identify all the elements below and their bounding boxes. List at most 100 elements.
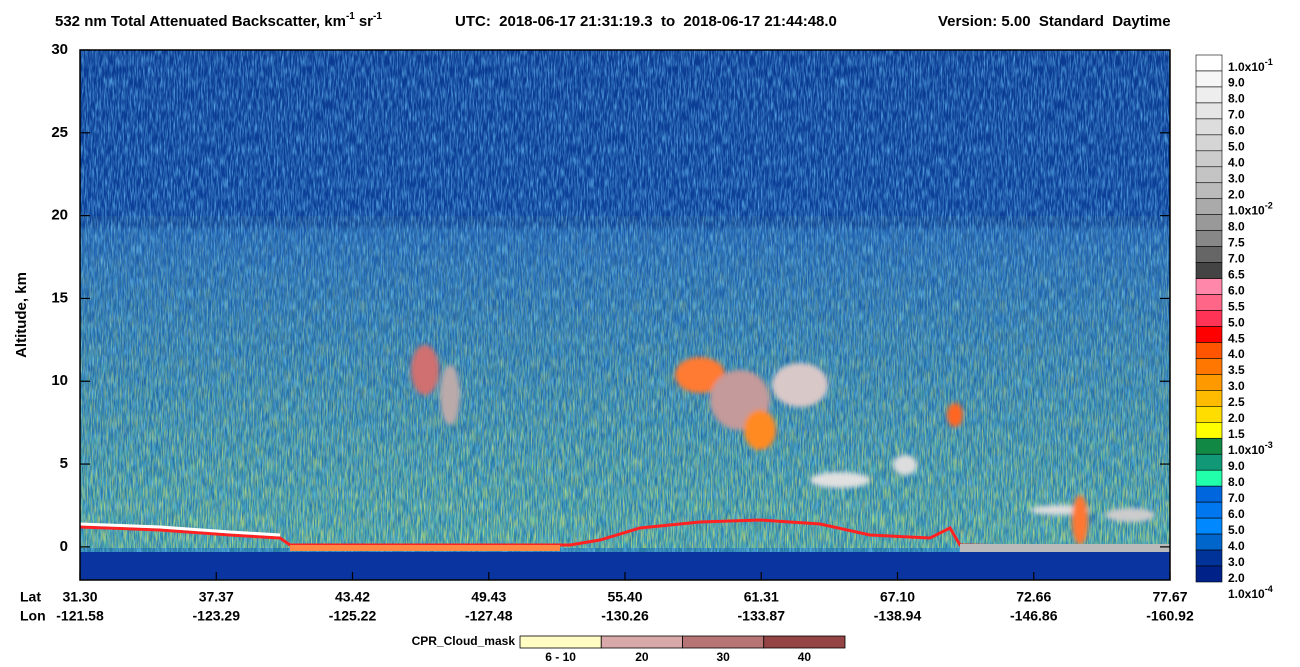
colorbar-swatch — [1195, 182, 1223, 200]
colorbar-label-base: 2.0 — [1228, 411, 1245, 425]
colorbar-label: 1.5 — [1228, 427, 1245, 441]
y-tick-label: 25 — [51, 124, 68, 141]
y-tick-label: 0 — [60, 538, 68, 555]
colorbar-label-base: 6.0 — [1228, 507, 1245, 521]
cloud-mask-label: 6 - 10 — [545, 650, 576, 664]
colorbar-label-base: 6.5 — [1228, 268, 1245, 282]
colorbar-label-base: 5.0 — [1228, 315, 1245, 329]
colorbar-swatch — [1195, 358, 1223, 375]
x-tick-lat: 55.40 — [607, 589, 642, 605]
colorbar-swatch — [1195, 437, 1223, 455]
colorbar-swatch — [1195, 262, 1223, 279]
colorbar-label: 9.0 — [1228, 76, 1245, 90]
colorbar-label: 8.0 — [1228, 92, 1245, 106]
colorbar-swatch — [1195, 86, 1223, 104]
chart-title: 532 nm Total Attenuated Backscatter, km-… — [55, 11, 382, 30]
colorbar-label: 6.0 — [1228, 124, 1245, 138]
x-row-label: Lat — [20, 589, 41, 605]
colorbar-label: 4.0 — [1228, 539, 1245, 553]
colorbar-label-base: 7.5 — [1228, 236, 1245, 250]
colorbar-label: 7.0 — [1228, 491, 1245, 505]
colorbar-swatch — [1195, 485, 1223, 503]
x-tick-lon: -123.29 — [193, 608, 241, 624]
colorbar-swatch — [1195, 406, 1223, 423]
colorbar-swatch — [1195, 230, 1223, 247]
x-tick-lat: 31.30 — [62, 589, 97, 605]
x-tick-lon: -133.87 — [738, 608, 786, 624]
colorbar-label-base: 1.5 — [1228, 427, 1245, 441]
y-tick-label: 20 — [51, 207, 68, 224]
colorbar-label-exp: -2 — [1265, 201, 1273, 211]
colorbar-swatch — [1195, 422, 1223, 439]
x-tick-lon: -127.48 — [465, 608, 513, 624]
colorbar-label-base: 1.0x10 — [1228, 443, 1265, 457]
cloud-mask-swatch — [600, 635, 683, 649]
colorbar-swatch — [1195, 533, 1223, 551]
colorbar-swatch — [1195, 102, 1223, 120]
x-tick-lon: -146.86 — [1010, 608, 1058, 624]
y-tick-label: 15 — [51, 289, 68, 306]
colorbar-label-base: 8.0 — [1228, 475, 1245, 489]
x-tick-lat: 61.31 — [744, 589, 779, 605]
x-tick-lat: 49.43 — [471, 589, 506, 605]
colorbar-label: 7.0 — [1228, 108, 1245, 122]
colorbar-label: 3.5 — [1228, 363, 1245, 377]
y-axis-label: Altitude, km — [13, 272, 30, 358]
colorbar-label: 2.5 — [1228, 395, 1245, 409]
colorbar-label-exp: -1 — [1265, 57, 1273, 67]
x-tick-lon: -138.94 — [874, 608, 922, 624]
backscatter-image — [79, 50, 1171, 580]
x-tick-lat: 67.10 — [880, 589, 915, 605]
colorbar-label-base: 5.5 — [1228, 299, 1245, 313]
cloud-mask-swatch — [519, 635, 602, 649]
colorbar-label-base: 7.0 — [1228, 491, 1245, 505]
colorbar-label: 4.0 — [1228, 347, 1245, 361]
colorbar-label: 5.0 — [1228, 523, 1245, 537]
colorbar-label: 1.0x10-2 — [1228, 201, 1273, 218]
colorbar-label: 7.5 — [1228, 236, 1245, 250]
colorbar-swatch — [1195, 310, 1223, 327]
colorbar-label: 4.0 — [1228, 156, 1245, 170]
cloud-mask-title: CPR_Cloud_mask — [412, 634, 516, 648]
colorbar-swatch — [1195, 326, 1223, 343]
colorbar-label-base: 8.0 — [1228, 92, 1245, 106]
y-tick-label: 30 — [51, 41, 68, 58]
x-tick-lat: 37.37 — [199, 589, 234, 605]
colorbar-label-base: 8.0 — [1228, 220, 1245, 234]
colorbar-label: 1.0x10-3 — [1228, 440, 1273, 457]
colorbar-label: 1.0x10-4 — [1228, 584, 1273, 601]
colorbar-swatch — [1195, 54, 1223, 72]
chart-time: UTC: 2018-06-17 21:31:19.3 to 2018-06-17… — [455, 13, 837, 30]
colorbar-label-base: 5.0 — [1228, 140, 1245, 154]
colorbar-label-base: 1.0x10 — [1228, 204, 1265, 218]
x-tick-lat: 43.42 — [335, 589, 370, 605]
colorbar-label-exp: -4 — [1265, 584, 1273, 594]
colorbar-swatch — [1195, 549, 1223, 567]
colorbar-label: 6.0 — [1228, 507, 1245, 521]
y-tick-label: 5 — [60, 455, 68, 472]
colorbar-label: 3.0 — [1228, 379, 1245, 393]
colorbar-label-base: 3.5 — [1228, 363, 1245, 377]
x-tick-lat: 72.66 — [1016, 589, 1051, 605]
colorbar-label-base: 3.0 — [1228, 555, 1245, 569]
colorbar-label: 4.5 — [1228, 331, 1245, 345]
x-tick-lon: -130.26 — [601, 608, 649, 624]
colorbar-label-base: 2.0 — [1228, 188, 1245, 202]
colorbar-swatch — [1195, 198, 1223, 215]
colorbar-label: 2.0 — [1228, 571, 1245, 585]
colorbar-swatch — [1195, 501, 1223, 519]
colorbar-swatch — [1195, 294, 1223, 311]
cloud-mask-label: 20 — [635, 650, 649, 664]
cloud-mask-label: 40 — [798, 650, 812, 664]
colorbar-swatch — [1195, 134, 1223, 152]
colorbar-swatch — [1195, 246, 1223, 263]
x-tick-lon: -121.58 — [56, 608, 104, 624]
colorbar-swatch — [1195, 390, 1223, 407]
colorbar-label: 2.0 — [1228, 188, 1245, 202]
colorbar-label: 5.0 — [1228, 315, 1245, 329]
colorbar-label-base: 3.0 — [1228, 379, 1245, 393]
colorbar-label-base: 4.0 — [1228, 539, 1245, 553]
colorbar-swatch — [1195, 469, 1223, 487]
colorbar-label-base: 4.0 — [1228, 156, 1245, 170]
